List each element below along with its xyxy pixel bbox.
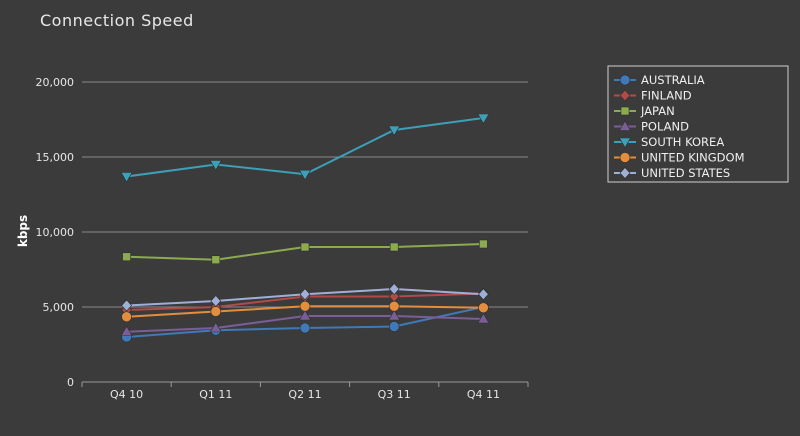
series-japan xyxy=(122,239,488,265)
data-point xyxy=(477,312,490,324)
legend-label: AUSTRALIA xyxy=(641,73,705,87)
data-point xyxy=(388,125,401,137)
series-united-states xyxy=(121,283,489,312)
legend-swatch-marker xyxy=(619,89,631,102)
data-point xyxy=(388,309,401,321)
legend-label: JAPAN xyxy=(640,104,675,118)
data-point xyxy=(209,321,222,333)
legend-swatch-marker xyxy=(619,74,631,86)
series-south-korea xyxy=(120,113,490,183)
legend-label: UNITED KINGDOM xyxy=(641,151,745,165)
series-united-kingdom xyxy=(121,300,489,323)
legend-swatch-marker xyxy=(619,152,631,163)
legend-item-united-states: UNITED STATES xyxy=(614,166,730,180)
data-point xyxy=(298,309,312,321)
legend-swatch-marker xyxy=(618,120,632,131)
chart-title: Connection Speed xyxy=(40,11,194,30)
legend-item-united-kingdom: UNITED KINGDOM xyxy=(614,151,745,165)
y-tick-label: 20,000 xyxy=(36,76,75,89)
legend-item-australia: AUSTRALIA xyxy=(614,73,705,87)
legend-label: UNITED STATES xyxy=(641,166,730,180)
legend-item-finland: FINLAND xyxy=(614,89,692,103)
legend-swatch-marker xyxy=(618,137,632,149)
data-point xyxy=(210,306,222,317)
legend-box xyxy=(607,65,789,183)
x-tick-label: Q2 11 xyxy=(288,388,321,401)
data-point xyxy=(211,255,221,265)
y-tick-label: 10,000 xyxy=(36,226,75,239)
legend-label: POLAND xyxy=(641,120,689,134)
data-point xyxy=(121,311,132,323)
data-point xyxy=(120,172,133,183)
data-point xyxy=(210,295,222,307)
data-point xyxy=(299,322,311,334)
legend-item-japan: JAPAN xyxy=(614,104,675,118)
legend-swatch-marker xyxy=(619,167,631,179)
data-point xyxy=(388,321,400,332)
x-tick-label: Q4 10 xyxy=(110,388,143,401)
data-point xyxy=(209,160,222,171)
legend-item-poland: POLAND xyxy=(614,120,689,134)
data-point xyxy=(299,300,311,312)
axes: 0 5,000 10,000 15,000 20,000 Q4 10 Q1 11 Q2 11 Q… xyxy=(36,76,529,401)
y-tick-label: 5,000 xyxy=(43,301,75,314)
gridlines xyxy=(82,81,528,308)
y-tick-label: 15,000 xyxy=(36,151,75,164)
data-point xyxy=(388,283,400,295)
data-point xyxy=(478,302,489,314)
legend-label: SOUTH KOREA xyxy=(641,135,724,149)
x-tick-label: Q1 11 xyxy=(199,388,232,401)
x-tick-label: Q4 11 xyxy=(467,388,500,401)
data-point xyxy=(121,299,133,312)
y-tick-label: 0 xyxy=(67,376,74,389)
data-point xyxy=(299,288,311,301)
data-point xyxy=(298,169,312,181)
series-group xyxy=(120,113,490,343)
data-point xyxy=(477,288,489,301)
data-point xyxy=(122,252,131,262)
legend-label: FINLAND xyxy=(641,89,692,103)
legend-item-south-korea: SOUTH KOREA xyxy=(614,135,724,149)
data-point xyxy=(388,300,400,312)
data-point xyxy=(479,239,488,249)
x-tick-label: Q3 11 xyxy=(378,388,411,401)
series-line xyxy=(126,117,484,178)
data-point xyxy=(300,242,310,252)
legend-swatch-marker xyxy=(620,106,630,116)
y-axis-label: kbps xyxy=(16,215,30,247)
data-point xyxy=(120,325,133,337)
series-poland xyxy=(120,309,490,337)
data-point xyxy=(477,113,490,125)
data-point xyxy=(389,242,399,252)
